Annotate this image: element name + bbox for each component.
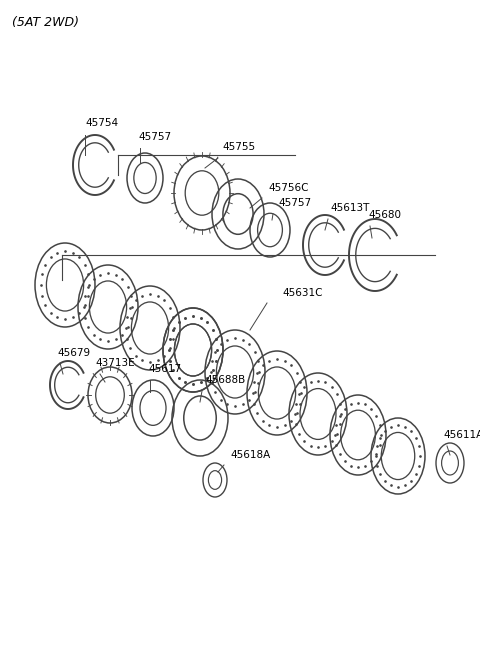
Text: 45754: 45754 xyxy=(85,118,118,128)
Text: 45631C: 45631C xyxy=(282,288,323,298)
Text: 45679: 45679 xyxy=(57,348,90,358)
Text: 45756C: 45756C xyxy=(268,183,309,193)
Text: 43713E: 43713E xyxy=(95,358,134,368)
Text: (5AT 2WD): (5AT 2WD) xyxy=(12,16,79,29)
Text: 45680: 45680 xyxy=(368,210,401,220)
Text: 45618A: 45618A xyxy=(230,450,270,460)
Text: 45688B: 45688B xyxy=(205,375,245,385)
Text: 45755: 45755 xyxy=(222,142,255,152)
Text: 45611A: 45611A xyxy=(443,430,480,440)
Text: 45613T: 45613T xyxy=(330,203,370,213)
Text: 45617: 45617 xyxy=(148,364,181,374)
Text: 45757: 45757 xyxy=(278,198,311,208)
Text: 45757: 45757 xyxy=(138,132,171,142)
